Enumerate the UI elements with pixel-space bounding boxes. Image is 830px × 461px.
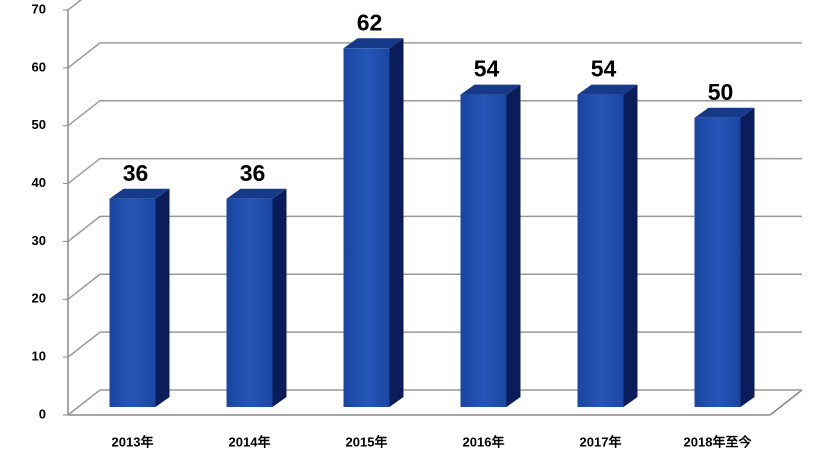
- y-tick-label: 50: [32, 117, 46, 132]
- data-label: 50: [708, 79, 734, 105]
- x-tick-label: 2015年: [346, 434, 388, 449]
- grid-line: [67, 215, 802, 243]
- y-tick-label: 30: [32, 233, 46, 248]
- bar-top: [460, 84, 521, 95]
- grid-line: [67, 389, 802, 416]
- data-label: 62: [357, 9, 383, 35]
- bar-side: [623, 84, 638, 408]
- y-tick-label: 20: [32, 291, 46, 306]
- x-tick-label: 2013年: [112, 434, 154, 449]
- axes: 0 10 20 30 40 50 60 70 2013年 2014年 2015年 2016年 2017年…: [32, 0, 803, 449]
- floor-right: [769, 389, 803, 416]
- bar-front: [343, 48, 390, 408]
- y-tick-label: 70: [32, 1, 46, 16]
- data-label: 54: [474, 56, 500, 82]
- y-tick-label: 40: [32, 175, 46, 190]
- bar-front: [577, 94, 624, 408]
- grid-line: [67, 331, 802, 358]
- bar-top: [109, 188, 170, 199]
- bar-top: [343, 38, 404, 49]
- data-label: 54: [591, 56, 617, 82]
- data-label: 36: [123, 160, 149, 186]
- x-tick-label: 2017年: [580, 434, 622, 449]
- bar: [226, 188, 287, 407]
- grid-line: [67, 42, 802, 69]
- bar-front: [694, 117, 741, 407]
- y-tick-label: 0: [39, 406, 46, 421]
- x-tick-label: 2016年: [463, 434, 505, 449]
- bar-front: [460, 94, 507, 408]
- bar: [577, 84, 638, 408]
- y-tick-label: 60: [32, 59, 46, 74]
- bar: [343, 38, 404, 408]
- bar-side: [506, 84, 521, 408]
- bar-side: [155, 188, 170, 407]
- grid-line: [67, 273, 802, 300]
- data-label: 36: [240, 160, 266, 186]
- y-tick-label: 10: [32, 349, 46, 364]
- bar-front: [109, 198, 156, 407]
- bar-top: [694, 107, 755, 118]
- x-tick-label: 2018年至今: [684, 434, 753, 449]
- bar: [694, 107, 755, 407]
- bar: [460, 84, 521, 408]
- bar-side: [389, 38, 404, 408]
- x-tick-label: 2014年: [229, 434, 271, 449]
- bar-side: [740, 107, 755, 407]
- grid-line: [67, 157, 802, 185]
- bar-top: [226, 188, 287, 199]
- grid-line: [67, 0, 83, 11]
- bar-top: [577, 84, 638, 95]
- bar: [109, 188, 170, 407]
- grid-line: [67, 99, 802, 127]
- bars: 36 36 62 54 54 50: [109, 9, 755, 408]
- bar-front: [226, 198, 273, 407]
- bar-side: [272, 188, 287, 407]
